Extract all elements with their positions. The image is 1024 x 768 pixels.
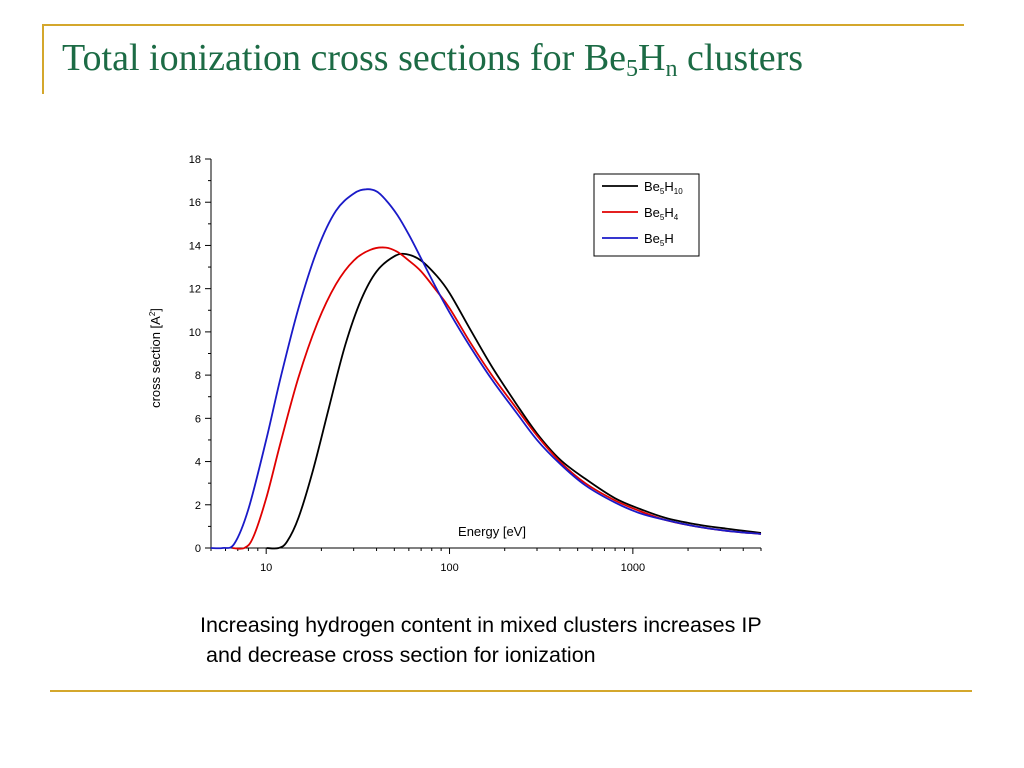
y-tick-label: 12 xyxy=(189,284,201,296)
y-tick-label: 2 xyxy=(195,500,201,512)
legend-label-3: Be5H xyxy=(644,231,674,248)
series-line-2 xyxy=(232,246,762,550)
legend-label-1: Be5H10 xyxy=(644,179,683,196)
y-tick-label: 4 xyxy=(195,457,201,469)
series-line-1 xyxy=(266,252,762,550)
y-tick-label: 18 xyxy=(189,154,201,166)
top-rule xyxy=(42,24,964,26)
left-rule xyxy=(42,24,44,94)
title-text-tail: clusters xyxy=(677,37,804,79)
y-tick-label: 0 xyxy=(195,543,201,555)
legend-label-2: Be5H4 xyxy=(644,205,679,222)
y-tick-label: 16 xyxy=(189,197,201,209)
slide-title: Total ionization cross sections for Be5H… xyxy=(62,36,804,82)
title-text-mid: H xyxy=(638,37,666,79)
y-tick-label: 6 xyxy=(195,413,201,425)
legend-box xyxy=(593,173,700,257)
x-tick-label: 1000 xyxy=(621,562,645,574)
title-text: Total ionization cross sections for Be xyxy=(62,37,627,79)
x-tick-label: 100 xyxy=(440,562,458,574)
x-tick-label: 10 xyxy=(260,562,272,574)
x-axis-label: Energy [eV] xyxy=(458,524,526,539)
y-tick-label: 14 xyxy=(189,240,201,252)
y-tick-label: 8 xyxy=(195,370,201,382)
y-tick-label: 10 xyxy=(189,327,201,339)
title-subscript-2: n xyxy=(665,56,678,82)
caption-line-1: Increasing hydrogen content in mixed clu… xyxy=(200,613,762,637)
y-axis-label: cross section [A2] xyxy=(148,308,163,408)
series-line-3 xyxy=(210,188,762,550)
title-subscript-1: 5 xyxy=(626,56,639,82)
bottom-rule xyxy=(50,690,972,692)
caption: Increasing hydrogen content in mixed clu… xyxy=(200,610,762,670)
caption-line-2: and decrease cross section for ionizatio… xyxy=(206,643,596,667)
